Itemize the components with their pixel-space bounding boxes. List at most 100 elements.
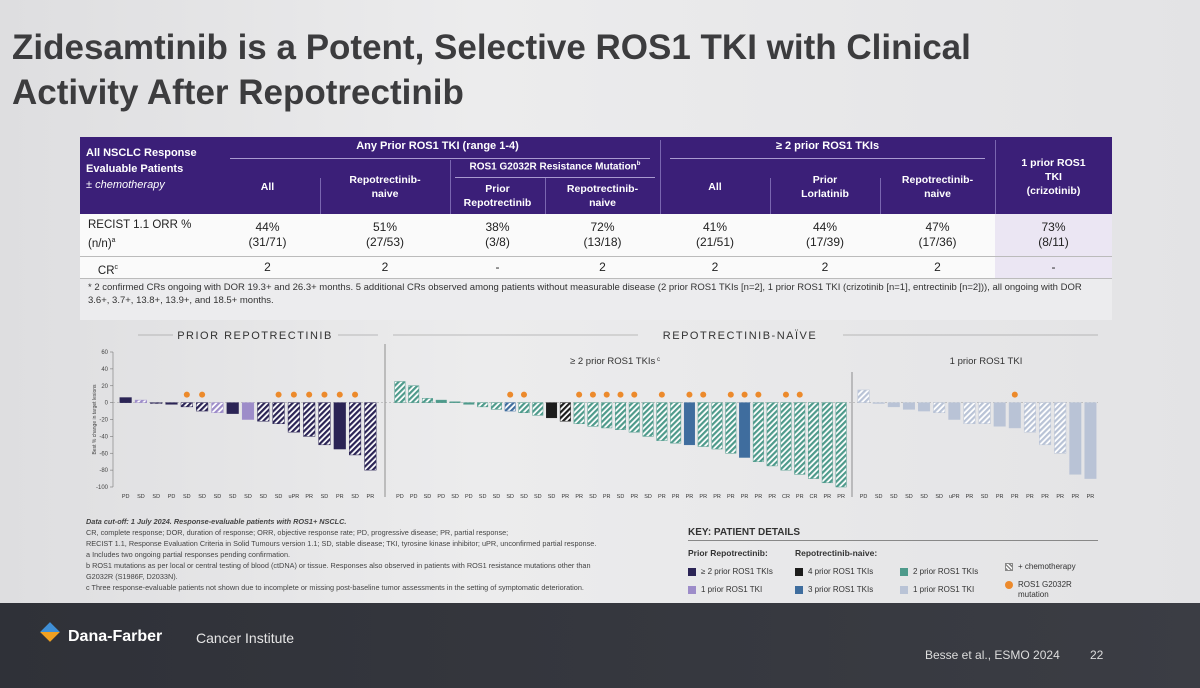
- bar: [490, 402, 502, 410]
- column-header: Prior Repotrectinib: [463, 183, 532, 209]
- bar: [794, 402, 806, 475]
- x-label: SD: [589, 494, 597, 500]
- cell-text: (27/53): [365, 235, 405, 249]
- x-label: SD: [229, 494, 237, 500]
- footnote: b ROS1 mutations as per local or central…: [86, 561, 591, 570]
- bar: [711, 402, 723, 450]
- mutation-dot: [755, 391, 762, 398]
- bar: [241, 402, 255, 420]
- key-rule: [688, 540, 1098, 541]
- column-header: Repotrectinib-naive: [901, 174, 974, 200]
- x-label: SD: [905, 494, 913, 500]
- x-label: PD: [860, 494, 868, 500]
- bar: [333, 402, 346, 450]
- x-label: PR: [367, 494, 375, 500]
- x-label: PD: [410, 494, 418, 500]
- key-label: 2 prior ROS1 TKIs: [913, 567, 979, 576]
- key-header: Repotrectinib-naive:: [795, 548, 878, 558]
- table-cell: 72% (13/18): [545, 214, 660, 256]
- mutation-dot: [321, 391, 328, 398]
- x-label: SD: [351, 494, 359, 500]
- mutation-dot: [686, 391, 693, 398]
- x-label: PR: [575, 494, 583, 500]
- x-label: PR: [672, 494, 680, 500]
- row-label-sup: c: [114, 264, 118, 271]
- mutation-dot: [199, 391, 206, 398]
- bar: [697, 402, 709, 447]
- bar: [196, 402, 209, 412]
- bar: [348, 402, 362, 456]
- x-label: PR: [1026, 494, 1034, 500]
- bar: [933, 402, 946, 413]
- x-label: PR: [823, 494, 831, 500]
- bar: [134, 399, 148, 403]
- mutation-dot: [741, 391, 748, 398]
- x-label: SD: [275, 494, 283, 500]
- x-label: PD: [122, 494, 130, 500]
- column-header: All: [708, 181, 722, 193]
- y-tick-label: 40: [101, 367, 108, 373]
- bar: [1039, 402, 1052, 446]
- bar: [808, 402, 820, 479]
- column-header: Repotrectinib-naive: [566, 183, 639, 209]
- waterfall-chart: -100 -80 -60 -40 -20 0 20 40 60 Best % change in …: [92, 330, 1098, 500]
- x-label: PR: [699, 494, 707, 500]
- x-label: uPR: [289, 494, 300, 500]
- y-tick-label: 20: [101, 384, 108, 390]
- x-label: PR: [630, 494, 638, 500]
- cell-text: 2: [821, 259, 829, 274]
- table-cell: 2: [880, 256, 995, 278]
- x-label: SD: [183, 494, 191, 500]
- bar: [766, 402, 778, 467]
- bar: [615, 402, 626, 430]
- footer-band: [0, 603, 1200, 688]
- x-label: PR: [768, 494, 776, 500]
- key-swatch: [900, 568, 908, 576]
- mutation-dot: [275, 391, 282, 398]
- x-label: PR: [727, 494, 735, 500]
- y-tick-label: -80: [99, 468, 108, 474]
- group-rule: [455, 177, 655, 178]
- cell-text: 2: [264, 259, 271, 274]
- x-label: SD: [198, 494, 206, 500]
- mutation-dot: [1011, 391, 1018, 398]
- row-label: CRc: [88, 260, 213, 279]
- bar: [211, 402, 224, 413]
- table-note: * 2 confirmed CRs ongoing with DOR 19.3+…: [88, 282, 1082, 306]
- cell-text: (17/39): [805, 235, 845, 249]
- bar: [504, 402, 516, 412]
- x-label: PR: [755, 494, 763, 500]
- column-rule: [660, 140, 661, 214]
- key-label: ROS1 G2032R mutation: [1018, 580, 1072, 599]
- bar: [963, 402, 976, 424]
- key-swatch: [1005, 581, 1013, 589]
- y-tick-label: 60: [101, 350, 108, 356]
- key-swatch: [795, 586, 803, 594]
- mutation-dot: [631, 391, 638, 398]
- y-tick-label: -60: [99, 451, 108, 457]
- cell-text: 2: [381, 259, 389, 274]
- subgroup-sup: b: [636, 161, 641, 167]
- column-header: Repotrectinib-naive: [349, 174, 421, 200]
- logo-text: Dana-Farber: [68, 628, 163, 645]
- bar: [1084, 402, 1097, 479]
- group-rule: [230, 158, 650, 159]
- cell-text: 47%: [925, 220, 950, 234]
- mutation-dot: [658, 391, 665, 398]
- bar: [546, 402, 558, 419]
- x-label: PR: [1056, 494, 1064, 500]
- y-tick-label: -100: [96, 485, 109, 491]
- footnote: Data cut-off: 1 July 2024. Response-eval…: [86, 517, 347, 526]
- corner-line: All NSCLC Response: [86, 147, 197, 159]
- column-header: Prior Lorlatinib: [801, 174, 849, 200]
- bar: [642, 402, 654, 437]
- cell-text: 51%: [372, 220, 398, 234]
- x-label: PR: [336, 494, 344, 500]
- logo-text-2: Cancer Institute: [196, 630, 295, 646]
- bar: [1054, 402, 1067, 454]
- x-label: SD: [424, 494, 432, 500]
- x-label: PR: [996, 494, 1004, 500]
- mutation-dot: [700, 391, 707, 398]
- bar: [739, 402, 751, 458]
- cell-text: 44%: [812, 220, 838, 234]
